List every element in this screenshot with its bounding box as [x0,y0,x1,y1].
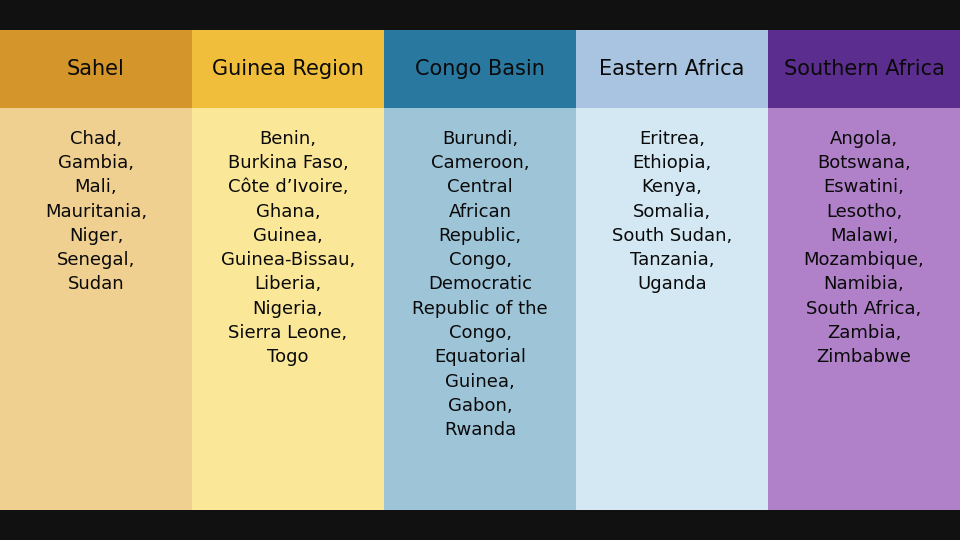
Text: Congo Basin: Congo Basin [415,59,545,79]
Text: Guinea Region: Guinea Region [212,59,364,79]
Text: Chad,
Gambia,
Mali,
Mauritania,
Niger,
Senegal,
Sudan: Chad, Gambia, Mali, Mauritania, Niger, S… [45,130,147,293]
Bar [192,30,384,108]
Bar [768,30,960,108]
Bar [768,108,960,510]
Bar [576,30,768,108]
Text: Benin,
Burkina Faso,
Côte d’Ivoire,
Ghana,
Guinea,
Guinea-Bissau,
Liberia,
Niger: Benin, Burkina Faso, Côte d’Ivoire, Ghan… [221,130,355,366]
Bar [384,30,576,108]
Text: Eritrea,
Ethiopia,
Kenya,
Somalia,
South Sudan,
Tanzania,
Uganda: Eritrea, Ethiopia, Kenya, Somalia, South… [612,130,732,293]
Bar [0,30,192,108]
Text: Burundi,
Cameroon,
Central
African
Republic,
Congo,
Democratic
Republic of the
C: Burundi, Cameroon, Central African Repub… [412,130,548,439]
Bar [384,108,576,510]
Text: Sahel: Sahel [67,59,125,79]
Bar [0,108,192,510]
Bar [192,108,384,510]
Text: Eastern Africa: Eastern Africa [599,59,745,79]
Text: Angola,
Botswana,
Eswatini,
Lesotho,
Malawi,
Mozambique,
Namibia,
South Africa,
: Angola, Botswana, Eswatini, Lesotho, Mal… [804,130,924,366]
Bar [576,108,768,510]
Text: Southern Africa: Southern Africa [783,59,945,79]
